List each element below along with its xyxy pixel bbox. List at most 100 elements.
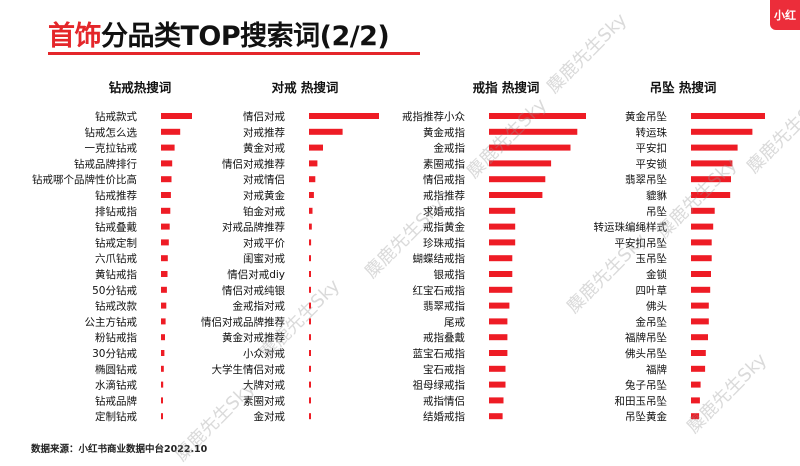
bar xyxy=(161,318,166,325)
bar xyxy=(161,255,168,262)
category-label: 钻戒款式 xyxy=(95,110,137,123)
data-source: 数据来源：小红书商业数据中台2022.10 xyxy=(31,444,208,455)
bar xyxy=(489,302,510,309)
bar xyxy=(309,255,311,262)
category-label: 四叶草 xyxy=(636,285,668,297)
bar xyxy=(691,239,712,246)
bar xyxy=(691,207,715,214)
bar xyxy=(309,286,311,293)
category-label: 戒指推荐 xyxy=(423,189,465,202)
category-label: 素圈对戒 xyxy=(243,394,285,407)
bar xyxy=(309,302,311,309)
category-label: 平安锁 xyxy=(636,157,668,170)
category-label: 尾戒 xyxy=(444,316,465,328)
bar xyxy=(309,128,343,135)
bar xyxy=(161,397,163,404)
bar xyxy=(691,144,738,151)
category-label: 30分钻戒 xyxy=(92,347,137,360)
bar xyxy=(489,365,506,372)
panel-title-ring: 戒指 热搜词 xyxy=(472,80,540,95)
bar xyxy=(691,113,765,119)
bar xyxy=(161,128,181,135)
category-label: 蝴蝶结戒指 xyxy=(413,252,466,265)
bar xyxy=(309,334,311,341)
bar xyxy=(161,239,169,246)
chart-panel-2: 戒指推荐小众黄金戒指金戒指素圈戒指情侣戒指戒指推荐求婚戒指戒指黄金珍珠戒指蝴蝶结… xyxy=(402,110,586,423)
bar xyxy=(691,192,731,198)
category-label: 钻戒哪个品牌性价比高 xyxy=(32,173,137,186)
bar xyxy=(161,271,168,277)
bar xyxy=(691,302,709,309)
category-label: 钻戒品牌 xyxy=(95,394,137,407)
category-label: 情侣对戒纯银 xyxy=(222,284,285,297)
bar xyxy=(489,255,513,262)
category-label: 貔貅 xyxy=(646,189,667,202)
category-label: 佛头 xyxy=(646,300,667,313)
bar xyxy=(489,239,516,246)
category-label: 对戒黄金 xyxy=(243,189,285,202)
bar xyxy=(161,413,163,420)
category-label: 定制钻戒 xyxy=(95,410,137,423)
category-label: 黄金吊坠 xyxy=(625,110,667,123)
title-underline xyxy=(48,52,420,55)
category-label: 钻戒叠戴 xyxy=(95,221,137,234)
category-label: 珍珠戒指 xyxy=(423,236,465,249)
category-label: 钻戒品牌排行 xyxy=(74,157,137,170)
bar xyxy=(309,350,311,356)
bar xyxy=(309,160,318,167)
bar xyxy=(489,334,508,341)
bar xyxy=(309,413,311,420)
bar xyxy=(489,397,504,404)
bar xyxy=(309,192,314,198)
category-label: 平安扣吊坠 xyxy=(615,236,668,249)
category-label: 金吊坠 xyxy=(636,315,668,328)
bar xyxy=(309,113,379,119)
category-label: 翡翠戒指 xyxy=(423,300,465,313)
category-label: 银戒指 xyxy=(434,268,466,281)
category-label: 蓝宝石戒指 xyxy=(413,347,466,360)
category-label: 金对戒 xyxy=(254,410,286,423)
bar xyxy=(161,223,170,230)
panel-title-diamond-ring: 钻戒热搜词 xyxy=(108,80,172,95)
bar xyxy=(161,113,192,119)
category-label: 六爪钻戒 xyxy=(95,252,137,265)
chart-panel-0: 钻戒款式钻戒怎么选一克拉钻戒钻戒品牌排行钻戒哪个品牌性价比高钻戒推荐排钻戒指钻戒… xyxy=(32,110,192,423)
bar xyxy=(691,255,712,262)
chart-panel-3: 黄金吊坠转运珠平安扣平安锁翡翠吊坠貔貅吊坠转运珠编绳样式平安扣吊坠玉吊坠金锁四叶… xyxy=(594,110,765,423)
bar xyxy=(691,176,731,183)
category-label: 一克拉钻戒 xyxy=(85,142,138,155)
category-label: 宝石戒指 xyxy=(423,363,465,376)
category-label: 戒指推荐小众 xyxy=(402,110,465,123)
category-label: 金戒指对戒 xyxy=(233,300,286,313)
bar xyxy=(691,271,711,277)
bar xyxy=(489,113,586,119)
category-label: 排钻戒指 xyxy=(95,205,137,218)
category-label: 平安扣 xyxy=(636,142,668,155)
panel-title-pendant: 吊坠 热搜词 xyxy=(649,80,717,95)
category-label: 钻戒推荐 xyxy=(95,189,137,202)
category-label: 翡翠吊坠 xyxy=(625,173,667,186)
bar xyxy=(309,223,312,230)
bar xyxy=(489,318,508,325)
category-label: 吊坠黄金 xyxy=(625,410,667,423)
category-label: 红宝石戒指 xyxy=(413,284,466,297)
page-title: 首饰分品类TOP搜索词(2/2) xyxy=(48,14,390,53)
category-label: 金戒指 xyxy=(434,142,466,155)
category-label: 黄钻戒指 xyxy=(95,268,137,281)
category-label: 椭圆钻戒 xyxy=(95,363,137,376)
category-label: 对戒品牌推荐 xyxy=(222,221,285,234)
bar xyxy=(691,397,700,404)
bar xyxy=(161,176,172,183)
category-label: 对戒平价 xyxy=(243,236,285,249)
category-label: 素圈戒指 xyxy=(423,157,465,170)
bar xyxy=(161,207,171,214)
bar xyxy=(309,271,311,277)
category-label: 佛头吊坠 xyxy=(625,347,667,360)
category-label: 祖母绿戒指 xyxy=(413,379,466,392)
category-label: 大学生情侣对戒 xyxy=(212,363,286,376)
bar xyxy=(489,207,516,214)
chart-panel-1: 情侣对戒对戒推荐黄金对戒情侣对戒推荐对戒情侣对戒黄金铂金对戒对戒品牌推荐对戒平价… xyxy=(201,110,379,423)
bar xyxy=(309,144,323,151)
bar xyxy=(309,207,313,214)
category-label: 钻戒定制 xyxy=(95,236,137,249)
